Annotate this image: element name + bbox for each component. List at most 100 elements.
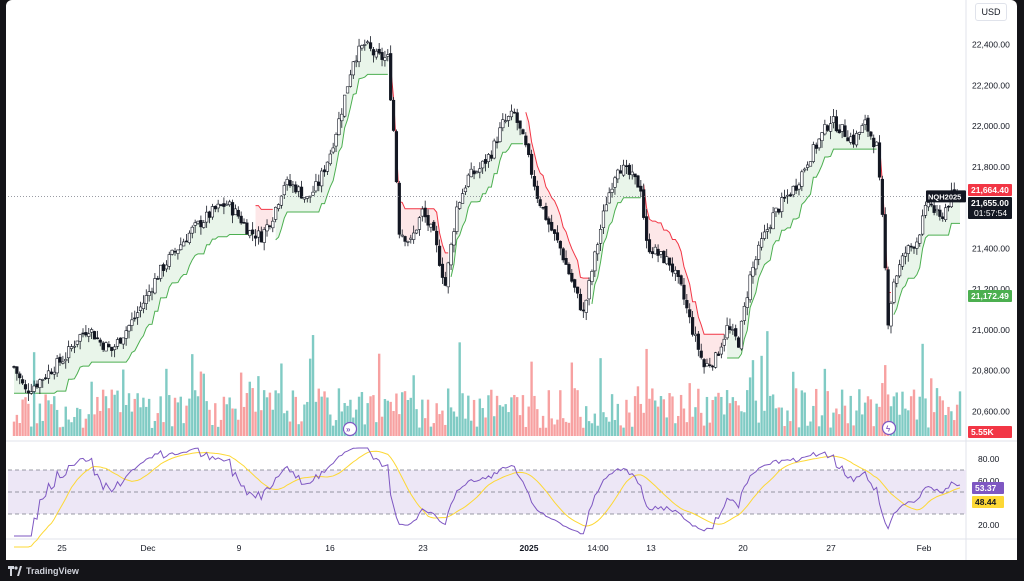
- candle-up: [29, 391, 33, 394]
- candle-up: [176, 249, 180, 254]
- candle-down: [624, 165, 629, 167]
- volume-bar: [665, 417, 668, 436]
- candle-down: [685, 299, 689, 309]
- volume-bar: [705, 396, 709, 436]
- volume-bar: [76, 407, 79, 436]
- supertrend-up-line: [727, 148, 877, 359]
- candle-up: [875, 141, 879, 146]
- event-marker-circle: [881, 420, 897, 436]
- volume-bar: [553, 424, 556, 436]
- tradingview-logo[interactable]: TradingView: [8, 563, 79, 579]
- candle-down: [886, 269, 890, 326]
- candle-up: [351, 61, 355, 76]
- candle-up: [455, 206, 459, 232]
- volume-bar: [44, 394, 47, 436]
- volume-bar: [346, 405, 349, 436]
- candle-up: [745, 297, 749, 308]
- volume-bar: [544, 427, 548, 436]
- volume-bar: [688, 383, 691, 436]
- candle-up: [345, 86, 350, 94]
- volume-bar: [35, 423, 39, 436]
- candle-up: [331, 147, 335, 153]
- candle-up: [768, 227, 772, 229]
- candle-up: [409, 237, 413, 240]
- volume-bar: [685, 422, 689, 436]
- candle-up: [121, 337, 125, 345]
- volume-bar: [938, 396, 942, 436]
- volume-bar: [360, 392, 364, 436]
- volume-bar: [674, 423, 677, 436]
- candle-up: [791, 186, 795, 196]
- candle-up: [202, 222, 206, 228]
- candle-down: [184, 240, 189, 243]
- volume-bar: [720, 396, 723, 436]
- candle-down: [245, 222, 249, 235]
- volume-bar: [24, 397, 27, 436]
- candle-down: [35, 383, 39, 388]
- volume-bar: [858, 389, 861, 436]
- candle-down: [690, 317, 695, 335]
- candle-up: [311, 191, 315, 196]
- volume-bar: [340, 411, 343, 436]
- volume-bar: [366, 403, 369, 436]
- candle-up: [357, 45, 361, 63]
- candle-down: [558, 240, 562, 249]
- candle-up: [320, 170, 324, 187]
- volume-bar: [728, 403, 732, 436]
- candle-down: [133, 317, 137, 320]
- candle-up: [144, 295, 148, 304]
- volume-badge: 5.55K: [968, 426, 1012, 438]
- volume-bar: [329, 414, 332, 436]
- volume-bar: [159, 396, 162, 436]
- supertrend-lower-badge: 21,172.49: [968, 290, 1012, 302]
- candle-up: [150, 291, 154, 293]
- volume-bar: [823, 368, 827, 436]
- volume-bar: [829, 427, 832, 436]
- volume-bar: [50, 404, 53, 436]
- candle-up: [115, 339, 120, 347]
- volume-bar: [426, 399, 430, 436]
- volume-bar: [734, 400, 737, 436]
- candle-up: [69, 346, 74, 349]
- candle-down: [518, 120, 522, 129]
- candle-up: [417, 217, 422, 230]
- candle-down: [708, 364, 712, 367]
- rsi-ma-line: [14, 450, 961, 548]
- volume-bar: [697, 388, 700, 436]
- volume-bar: [432, 423, 436, 436]
- candle-down: [242, 222, 246, 224]
- volume-bar: [124, 404, 128, 436]
- candle-up: [400, 234, 404, 237]
- candle-down: [426, 215, 430, 226]
- candle-down: [12, 366, 16, 368]
- candle-up: [429, 223, 433, 228]
- candle-up: [340, 113, 344, 122]
- candle-down: [230, 202, 235, 216]
- volume-bar: [363, 424, 366, 436]
- volume-bar: [748, 377, 752, 436]
- candle-up: [898, 264, 902, 277]
- time-tick-label: 16: [325, 543, 335, 553]
- price-chart[interactable]: 22,400.00 22,200.00 22,000.00 21,800.00 21,6…: [6, 0, 1017, 581]
- currency-label[interactable]: USD: [975, 3, 1007, 21]
- volume-bar: [763, 410, 766, 436]
- candle-down: [443, 277, 447, 286]
- volume-bar: [843, 405, 847, 436]
- candle-down: [253, 235, 258, 239]
- volume-bar: [564, 421, 568, 436]
- candle-up: [383, 57, 387, 61]
- volume-bar: [357, 396, 361, 436]
- candle-down: [213, 205, 217, 210]
- candle-up: [803, 168, 807, 171]
- volume-bar: [173, 397, 177, 436]
- volume-bar: [392, 411, 395, 436]
- volume-bar: [536, 409, 539, 436]
- time-tick-label: 14:00: [587, 543, 609, 553]
- candle-down: [371, 49, 376, 56]
- volume-bar: [464, 418, 467, 436]
- volume-bar: [380, 416, 384, 436]
- volume-bar: [884, 365, 887, 436]
- volume-bar: [285, 410, 289, 436]
- volume-bar: [369, 396, 372, 436]
- volume-bar: [47, 400, 50, 436]
